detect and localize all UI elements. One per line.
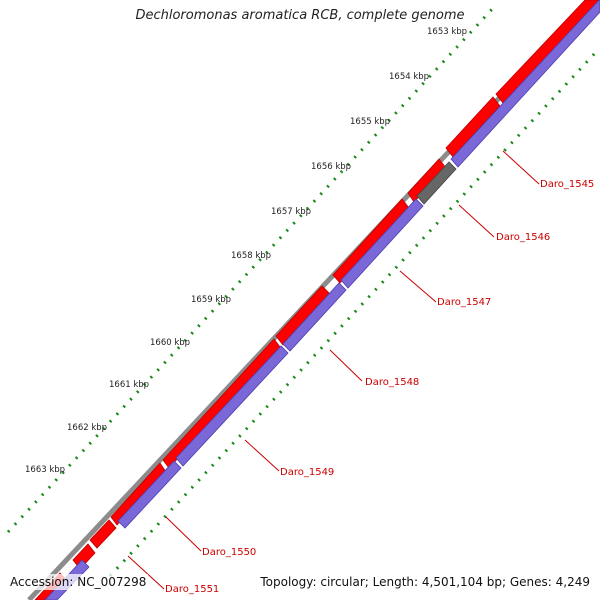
outer-tick-row [6, 4, 497, 534]
tick-label: 1653 kbp [427, 27, 467, 37]
gene-forward[interactable] [332, 198, 410, 284]
tick-label: 1655 kbp [350, 117, 390, 127]
tick-label: 1660 kbp [150, 338, 190, 348]
gene-label[interactable]: Daro_1546 [496, 232, 550, 243]
genome-title: Dechloromonas aromatica RCB, complete ge… [135, 8, 465, 23]
tick-label: 1659 kbp [191, 295, 231, 305]
tick-label: 1657 kbp [271, 207, 311, 217]
gene-reverse[interactable] [282, 282, 347, 352]
tick-label: 1661 kbp [109, 380, 149, 390]
gene-forward[interactable] [110, 462, 167, 526]
gene-reverse[interactable] [117, 460, 182, 529]
genome-summary: Topology: circular; Length: 4,501,104 bp… [258, 574, 592, 590]
tick-label: 1658 kbp [231, 251, 271, 261]
accession-label: Accession: NC_007298 [8, 574, 149, 590]
gene-label[interactable]: Daro_1550 [202, 547, 256, 558]
gene-reverse[interactable] [450, 0, 600, 168]
tick-label: 1656 kbp [311, 162, 351, 172]
gene-reverse[interactable] [175, 345, 289, 467]
gene-label[interactable]: Daro_1548 [365, 377, 419, 388]
gene-forward[interactable] [495, 0, 600, 104]
tick-label: 1662 kbp [67, 423, 107, 433]
gene-label[interactable]: Daro_1547 [437, 297, 491, 308]
inner-tick-row [108, 50, 598, 578]
gene-label[interactable]: Daro_1549 [280, 467, 334, 478]
gene-reverse[interactable] [340, 198, 424, 289]
gene-label[interactable]: Daro_1551 [165, 584, 219, 595]
tick-label: 1663 kbp [25, 465, 65, 475]
gene-rna[interactable] [416, 161, 457, 205]
gene-label[interactable]: Daro_1545 [540, 179, 594, 190]
gene-forward[interactable] [162, 338, 281, 469]
gene-forward[interactable] [89, 519, 117, 549]
tick-label: 1654 kbp [389, 72, 429, 82]
gene-label-leaders [127, 150, 540, 590]
